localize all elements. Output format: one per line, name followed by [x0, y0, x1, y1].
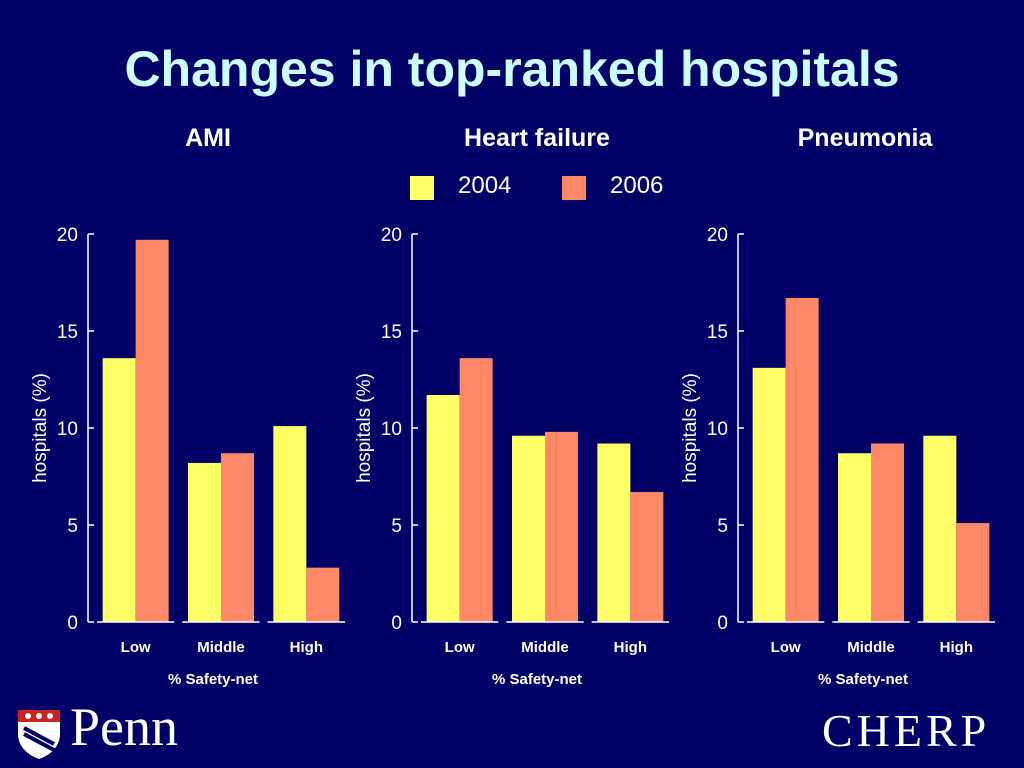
- legend-swatch-2004: [410, 176, 434, 200]
- bar-2004-high: [597, 443, 631, 622]
- y-axis-label: hospitals (%): [30, 373, 51, 483]
- chart-heart-failure: 0 5 10 15 20 hospitals (%) Low Middle High % Safe…: [354, 225, 669, 688]
- x-tick-label: Middle: [847, 639, 895, 656]
- bar-2006-low: [459, 358, 493, 622]
- bar-2004-middle: [838, 453, 871, 622]
- y-tick-label: 15: [381, 322, 402, 343]
- x-tick-label: High: [940, 639, 973, 656]
- y-tick-label: 10: [381, 419, 402, 440]
- x-tick-label: Low: [121, 639, 151, 656]
- bar-2004-middle: [188, 462, 221, 622]
- y-tick-label: 10: [57, 419, 78, 440]
- bar-2006-low: [785, 298, 819, 622]
- x-tick-label: High: [290, 639, 323, 656]
- bar-2004-high: [273, 426, 307, 622]
- x-axis-label: % Safety-net: [168, 671, 258, 688]
- x-tick-label: Low: [445, 639, 475, 656]
- bar-2006-middle: [871, 443, 904, 622]
- y-tick-label: 10: [707, 419, 728, 440]
- panel-title-ami: AMI: [185, 124, 231, 152]
- bar-2006-middle: [221, 453, 254, 622]
- bar-2006-high: [956, 523, 990, 622]
- panel-title-heart-failure: Heart failure: [464, 124, 610, 152]
- y-tick-label: 5: [717, 516, 728, 537]
- legend-label-2004: 2004: [458, 172, 512, 199]
- x-tick-label: High: [614, 639, 647, 656]
- x-tick-label: Middle: [521, 639, 569, 656]
- bar-2004-high: [923, 435, 957, 622]
- y-axis-label: hospitals (%): [680, 373, 701, 483]
- chart-ami: 0 5 10 15 20 hospitals (%) Low Middle High % Safe…: [30, 225, 345, 688]
- y-tick-label: 15: [707, 322, 728, 343]
- bar-2004-low: [426, 395, 460, 622]
- penn-shield-icon: [18, 710, 60, 759]
- y-axis-label: hospitals (%): [354, 373, 375, 483]
- legend-swatch-2006: [562, 176, 586, 200]
- y-tick-label: 5: [67, 516, 78, 537]
- y-tick-label: 20: [381, 225, 402, 246]
- panel-title-pneumonia: Pneumonia: [797, 124, 933, 152]
- x-axis-label: % Safety-net: [818, 671, 908, 688]
- bar-2006-high: [630, 492, 664, 622]
- y-tick-label: 15: [57, 322, 78, 343]
- bar-2004-low: [752, 367, 786, 622]
- y-tick-label: 5: [391, 516, 402, 537]
- y-tick-label: 0: [391, 613, 402, 634]
- bar-2006-high: [306, 567, 340, 622]
- y-tick-label: 20: [57, 225, 78, 246]
- bar-2006-low: [135, 239, 169, 622]
- penn-logo: Penn: [70, 697, 178, 757]
- legend-label-2006: 2006: [610, 172, 664, 199]
- x-axis-label: % Safety-net: [492, 671, 582, 688]
- page-title: Changes in top-ranked hospitals: [124, 41, 900, 97]
- y-tick-label: 0: [717, 613, 728, 634]
- cherp-logo: CHERP: [822, 705, 991, 756]
- bar-2006-middle: [545, 431, 578, 622]
- x-tick-label: Low: [771, 639, 801, 656]
- y-tick-label: 0: [67, 613, 78, 634]
- y-tick-label: 20: [707, 225, 728, 246]
- chart-pneumonia: 0 5 10 15 20 hospitals (%) Low Middle High % Safe…: [680, 225, 995, 688]
- x-tick-label: Middle: [197, 639, 245, 656]
- bar-2004-middle: [512, 435, 545, 622]
- bar-2004-low: [102, 358, 136, 622]
